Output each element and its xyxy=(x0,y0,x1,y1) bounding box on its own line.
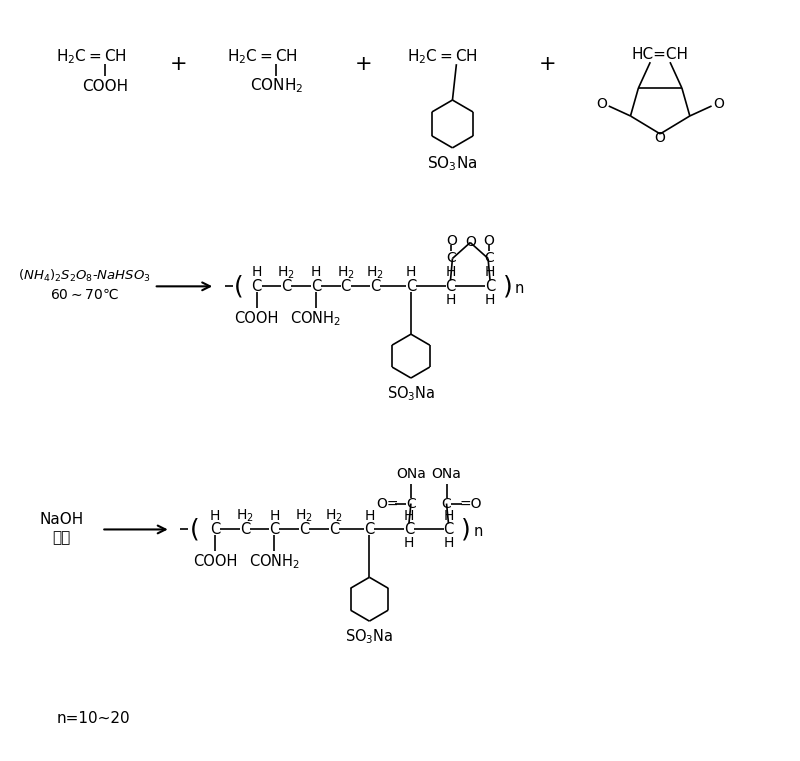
Text: C: C xyxy=(364,522,374,537)
Text: $\mathregular{CONH_2}$: $\mathregular{CONH_2}$ xyxy=(290,309,342,327)
Text: C: C xyxy=(281,279,291,294)
Text: NaOH: NaOH xyxy=(40,512,84,527)
Text: +: + xyxy=(170,54,187,74)
Text: C: C xyxy=(406,496,416,511)
Text: (: ( xyxy=(234,275,244,298)
Text: H: H xyxy=(446,266,456,279)
Text: ONa: ONa xyxy=(431,466,462,481)
Text: C: C xyxy=(485,279,495,294)
Text: $\mathregular{H_2}$: $\mathregular{H_2}$ xyxy=(295,508,313,524)
Text: H: H xyxy=(443,508,454,523)
Text: H: H xyxy=(251,266,262,279)
Text: H: H xyxy=(404,537,414,550)
Text: C: C xyxy=(251,279,262,294)
Text: H: H xyxy=(210,508,220,523)
Text: C: C xyxy=(210,522,220,537)
Text: C: C xyxy=(270,522,279,537)
Text: $\mathregular{H_2}$: $\mathregular{H_2}$ xyxy=(337,264,354,281)
Text: C: C xyxy=(404,522,414,537)
Text: n=10~20: n=10~20 xyxy=(57,712,130,726)
Text: +: + xyxy=(538,54,556,74)
Text: O: O xyxy=(446,234,457,247)
Text: H: H xyxy=(485,293,495,307)
Text: C: C xyxy=(370,279,381,294)
Text: O: O xyxy=(484,234,494,247)
Text: C: C xyxy=(484,251,494,266)
Text: COOH: COOH xyxy=(234,310,279,326)
Text: $\mathregular{H_2C=CH}$: $\mathregular{H_2C=CH}$ xyxy=(227,47,298,65)
Text: $(NH_4)_2S_2O_8\text{-}NaHSO_3$: $(NH_4)_2S_2O_8\text{-}NaHSO_3$ xyxy=(18,269,151,285)
Text: C: C xyxy=(299,522,310,537)
Text: COOH: COOH xyxy=(82,78,128,94)
Text: $\mathregular{H_2C=CH}$: $\mathregular{H_2C=CH}$ xyxy=(56,47,127,65)
Text: H: H xyxy=(310,266,321,279)
Text: C: C xyxy=(341,279,350,294)
Text: C: C xyxy=(406,279,416,294)
Text: $\mathregular{SO_3Na}$: $\mathregular{SO_3Na}$ xyxy=(386,384,435,403)
Text: $\mathregular{SO_3Na}$: $\mathregular{SO_3Na}$ xyxy=(427,154,478,174)
Text: $\mathregular{H_2}$: $\mathregular{H_2}$ xyxy=(366,264,384,281)
Text: H: H xyxy=(404,508,414,523)
Text: H: H xyxy=(406,266,416,279)
Text: H: H xyxy=(364,508,374,523)
Text: C: C xyxy=(446,251,456,266)
Text: O: O xyxy=(713,97,724,111)
Text: COOH: COOH xyxy=(193,554,238,568)
Text: 中和: 中和 xyxy=(53,530,71,545)
Text: $\mathregular{CONH_2}$: $\mathregular{CONH_2}$ xyxy=(249,552,300,571)
Text: H: H xyxy=(270,508,280,523)
Text: $\mathregular{H_2}$: $\mathregular{H_2}$ xyxy=(278,264,295,281)
Text: O: O xyxy=(596,97,607,111)
Text: O: O xyxy=(654,131,666,145)
Text: HC=CH: HC=CH xyxy=(632,46,689,62)
Text: $\mathregular{CONH_2}$: $\mathregular{CONH_2}$ xyxy=(250,77,303,95)
Text: C: C xyxy=(240,522,250,537)
Text: O=: O= xyxy=(376,496,398,511)
Text: ONa: ONa xyxy=(396,466,426,481)
Text: $\mathregular{H_2C=CH}$: $\mathregular{H_2C=CH}$ xyxy=(407,47,478,65)
Text: ): ) xyxy=(462,517,471,542)
Text: (: ( xyxy=(190,517,199,542)
Text: ): ) xyxy=(503,275,513,298)
Text: O: O xyxy=(465,234,476,249)
Text: =O: =O xyxy=(459,496,482,511)
Text: +: + xyxy=(354,54,372,74)
Text: $\mathregular{H_2}$: $\mathregular{H_2}$ xyxy=(236,508,254,524)
Text: H: H xyxy=(443,537,454,550)
Text: n: n xyxy=(474,524,483,539)
Text: $60{\sim}70\mathregular{℃}$: $60{\sim}70\mathregular{℃}$ xyxy=(50,287,119,301)
Text: H: H xyxy=(485,266,495,279)
Text: $\mathregular{H_2}$: $\mathregular{H_2}$ xyxy=(325,508,342,524)
Text: C: C xyxy=(442,496,451,511)
Text: H: H xyxy=(446,293,456,307)
Text: C: C xyxy=(446,279,456,294)
Text: n: n xyxy=(515,281,524,296)
Text: $\mathregular{SO_3Na}$: $\mathregular{SO_3Na}$ xyxy=(345,628,394,646)
Text: C: C xyxy=(311,279,321,294)
Text: C: C xyxy=(329,522,339,537)
Text: C: C xyxy=(443,522,454,537)
